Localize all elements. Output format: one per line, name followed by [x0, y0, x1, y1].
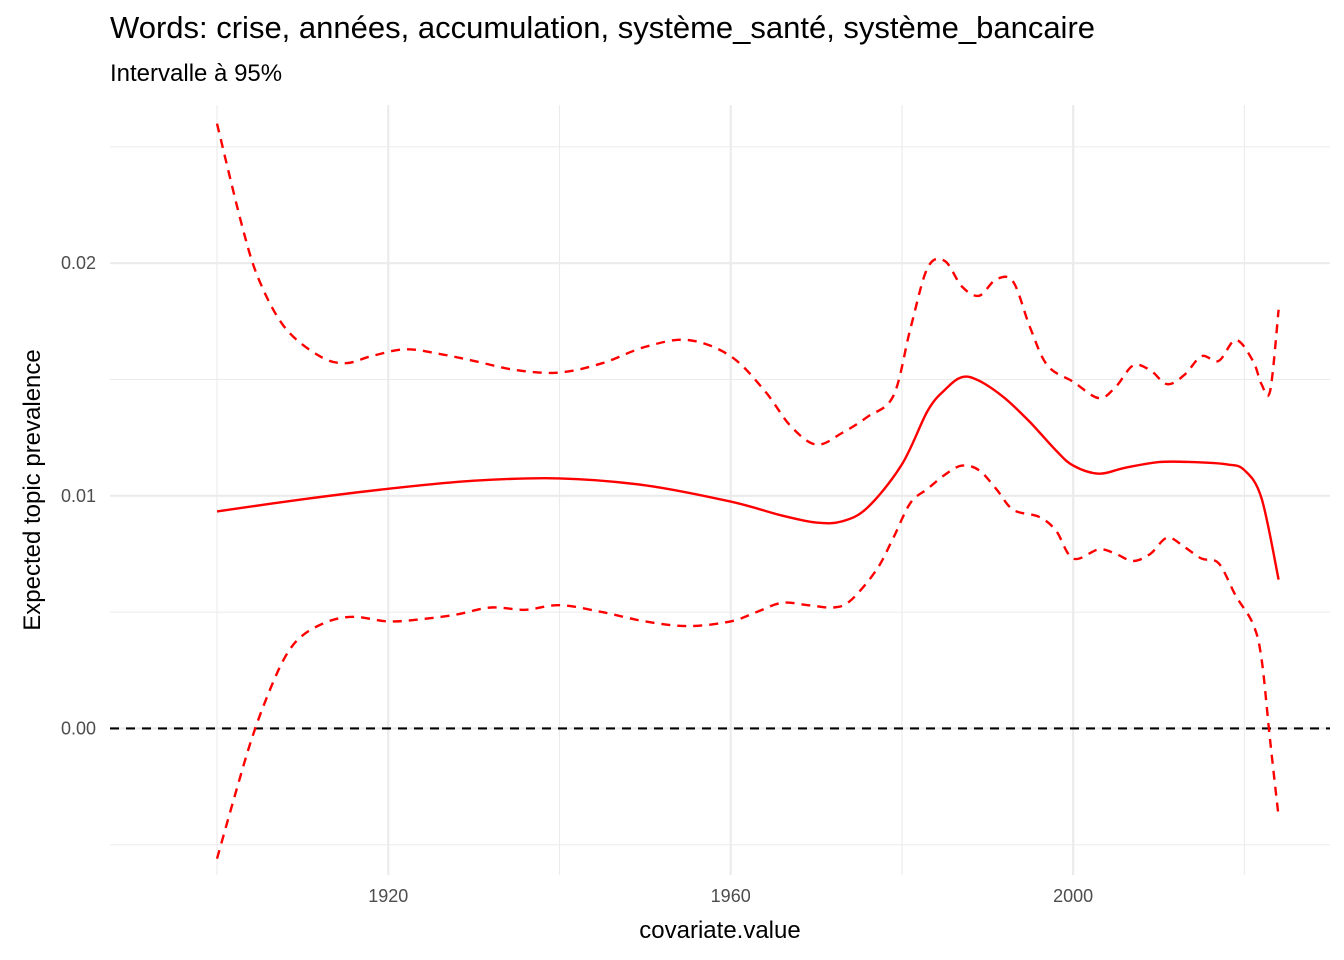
- y-tick-label: 0.00: [61, 718, 96, 738]
- y-axis-title: Expected topic prevalence: [19, 349, 46, 631]
- series-layer: [215, 123, 1280, 860]
- x-tick-labels: 1920 1960 2000: [368, 886, 1093, 906]
- x-tick-label: 1960: [711, 886, 751, 906]
- y-tick-labels: 0.00 0.01 0.02: [61, 253, 96, 738]
- y-tick-label: 0.01: [61, 486, 96, 506]
- series-lower-95-line: [215, 464, 1280, 860]
- series-upper-95-line: [215, 123, 1280, 446]
- series-estimate-line: [216, 375, 1280, 580]
- major-grid: [110, 105, 1330, 875]
- chart-subtitle: Intervalle à 95%: [110, 60, 283, 87]
- x-tick-label: 2000: [1053, 886, 1093, 906]
- y-tick-label: 0.02: [61, 253, 96, 273]
- minor-grid: [110, 105, 1330, 875]
- x-axis-title: covariate.value: [639, 917, 800, 944]
- chart-title: Words: crise, années, accumulation, syst…: [110, 10, 1096, 45]
- x-tick-label: 1920: [368, 886, 408, 906]
